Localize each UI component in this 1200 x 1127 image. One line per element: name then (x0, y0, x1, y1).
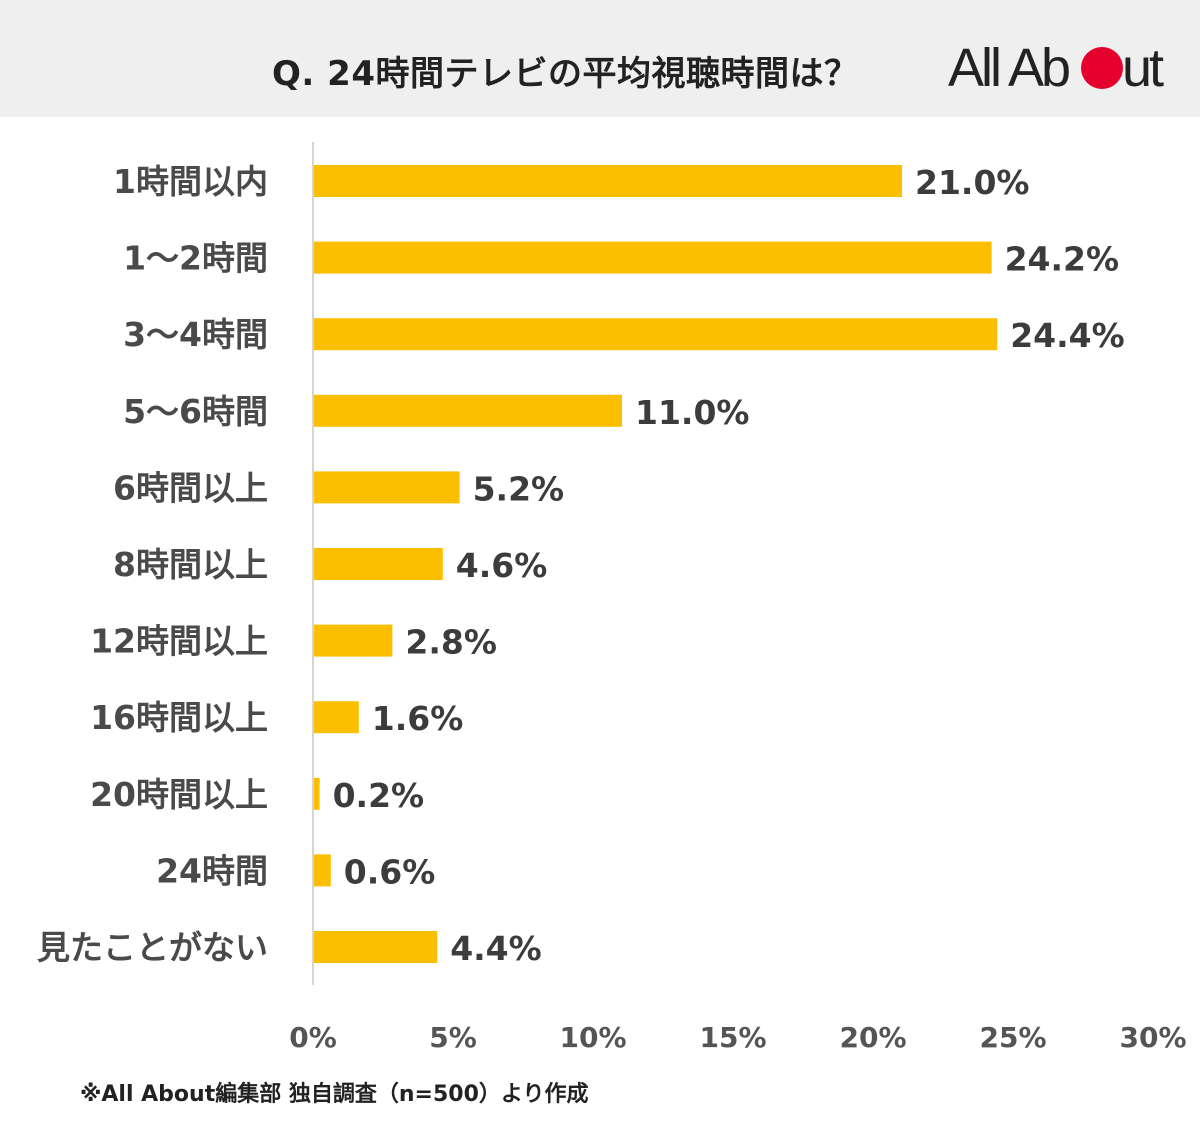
category-label: 12時間以上 (90, 622, 268, 661)
value-label: 1.6% (372, 699, 464, 738)
x-tick-label: 10% (559, 1021, 626, 1054)
x-tick-label: 20% (839, 1021, 906, 1054)
x-tick-label: 15% (699, 1021, 766, 1054)
value-label: 24.2% (1005, 240, 1120, 279)
bar (314, 777, 320, 810)
bar (314, 548, 443, 580)
category-label: 8時間以上 (113, 545, 268, 584)
source-note: ※All About編集部 独自調査（n=500）より作成 (80, 1082, 589, 1107)
value-label: 4.6% (456, 546, 548, 585)
bar (314, 854, 331, 887)
value-label: 21.0% (915, 163, 1030, 202)
x-tick-label: 30% (1119, 1021, 1186, 1054)
value-label: 5.2% (473, 469, 565, 508)
bar (314, 931, 438, 963)
logo-dot-icon (1081, 47, 1123, 89)
header-band (0, 0, 1200, 117)
value-label: 0.6% (344, 852, 436, 891)
category-label: 20時間以上 (90, 775, 268, 814)
value-label: 2.8% (405, 623, 497, 662)
category-label: 6時間以上 (113, 468, 268, 507)
category-label: 5〜6時間 (123, 392, 268, 431)
bar (314, 394, 622, 427)
category-label: 3〜4時間 (123, 315, 268, 354)
value-label: 4.4% (450, 929, 542, 968)
bar (314, 471, 460, 504)
bar (314, 701, 359, 734)
bar (314, 318, 998, 351)
bar (314, 165, 902, 197)
logo-text-right: ut (1122, 38, 1164, 98)
bar (314, 241, 992, 274)
x-tick-label: 25% (979, 1021, 1046, 1054)
category-label: 1時間以内 (113, 162, 268, 201)
bar-chart: 1時間以内 21.0% 1〜2時間 24.2% 3〜4時間 24.4% 5〜6時間 11.0%… (37, 142, 1187, 1054)
all-about-logo: All Ab ut (948, 38, 1167, 98)
category-label: 見たことがない (37, 928, 268, 967)
x-tick-label: 5% (429, 1021, 477, 1054)
category-label: 1〜2時間 (123, 239, 268, 278)
value-label: 11.0% (635, 393, 750, 432)
chart-title: Q. 24時間テレビの平均視聴時間は？ (272, 54, 859, 94)
value-label: 0.2% (333, 776, 425, 815)
category-label: 16時間以上 (90, 698, 268, 737)
category-label: 24時間 (156, 851, 268, 890)
x-tick-label: 0% (289, 1021, 337, 1054)
logo-text-left: All Ab (948, 38, 1069, 98)
bar (314, 624, 393, 657)
value-label: 24.4% (1010, 316, 1124, 355)
